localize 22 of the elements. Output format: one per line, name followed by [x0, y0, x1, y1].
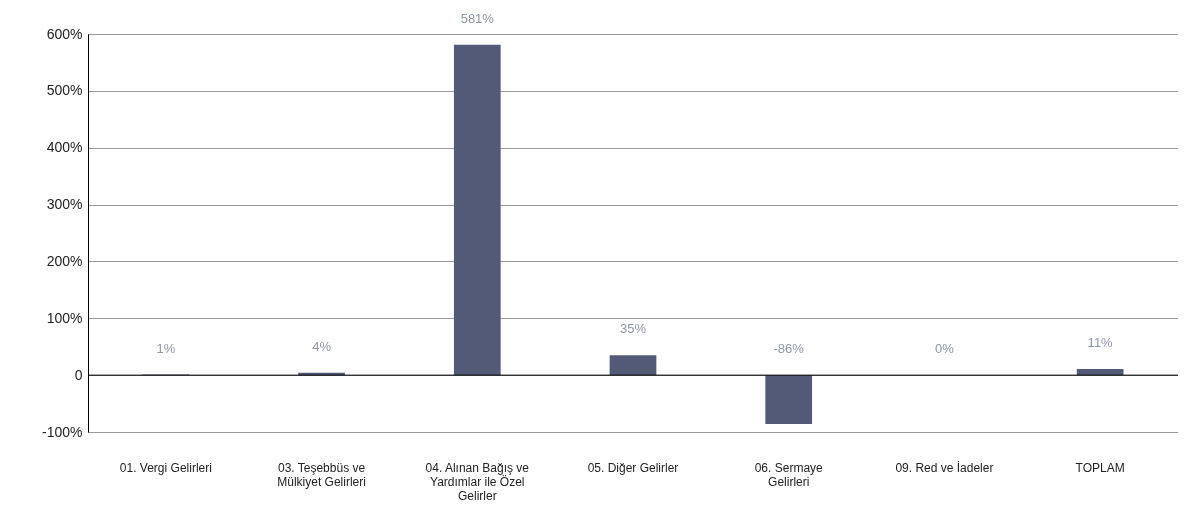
data-label: -86% — [773, 341, 805, 357]
y-tick-label: 400% — [46, 139, 83, 156]
y-tick-label: 100% — [46, 309, 83, 326]
data-label: 4% — [312, 338, 332, 354]
x-tick-label: 03. Teşebbüs ve Mülkiyet Gelirleri — [277, 460, 366, 489]
y-tick-label: 600% — [46, 25, 83, 42]
x-tick-label: 01. Vergi Gelirleri — [119, 460, 212, 475]
data-label: 1% — [156, 340, 176, 356]
y-tick-label: 500% — [46, 82, 83, 99]
y-tick-label: 300% — [46, 196, 83, 213]
x-tick-label: 06. Sermaye Gelirleri — [754, 460, 824, 489]
data-label: 11% — [1087, 334, 1114, 350]
x-tick-label: 09. Red ve İadeler — [895, 460, 994, 475]
y-tick-label: 0 — [74, 366, 83, 383]
x-tick-label: TOPLAM — [1075, 460, 1125, 475]
x-tick-label: 05. Diğer Gelirler — [587, 460, 679, 475]
data-label: 35% — [619, 321, 647, 337]
data-label: 0% — [935, 341, 955, 357]
x-tick-label: 04. Alınan Bağış ve Yardımlar ile Özel Gelirler — [425, 460, 530, 503]
data-label: 581% — [460, 10, 495, 26]
y-tick-label: -100% — [42, 423, 83, 440]
y-tick-label: 200% — [46, 252, 83, 269]
